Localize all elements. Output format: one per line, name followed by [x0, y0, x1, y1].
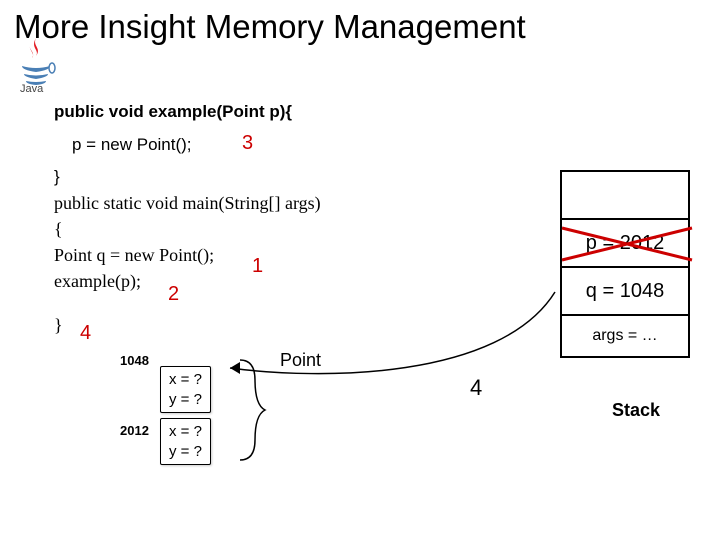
obj-1048-fields: x = ?y = ?	[169, 371, 202, 408]
addr-1048: 1048	[120, 353, 149, 368]
code-line-5: {	[54, 216, 321, 242]
addr-2012: 2012	[120, 423, 149, 438]
annotation-4b: 4	[470, 375, 482, 401]
object-box-2012: x = ?y = ?	[160, 418, 211, 465]
code-line-3: }	[54, 165, 321, 190]
stack-cell-p: p = 2012	[562, 220, 688, 268]
code-line-7: example(p);	[54, 268, 321, 294]
stack-label: Stack	[612, 400, 660, 421]
brace-icon	[230, 350, 270, 470]
page-title: More Insight Memory Management	[14, 8, 526, 46]
obj-2012-fields: x = ?y = ?	[169, 423, 202, 460]
stack-diagram: p = 2012 q = 1048 args = …	[560, 170, 690, 358]
code-line-6: Point q = new Point();	[54, 242, 321, 268]
code-line-4: public static void main(String[] args)	[54, 190, 321, 216]
java-text: Java	[20, 83, 44, 94]
object-box-1048: x = ?y = ?	[160, 366, 211, 413]
stack-cell-args: args = …	[562, 316, 688, 356]
stack-cell-q: q = 1048	[562, 268, 688, 316]
code-line-2: p = new Point();	[54, 133, 321, 158]
annotation-2: 2	[168, 283, 179, 306]
stack-cell-empty	[562, 172, 688, 220]
annotation-1: 1	[252, 255, 263, 278]
code-line-1: public void example(Point p){	[54, 100, 321, 125]
java-logo-icon: Java	[14, 36, 58, 94]
annotation-3: 3	[242, 132, 253, 155]
annotation-4a: 4	[80, 322, 91, 345]
code-block: public void example(Point p){ p = new Po…	[54, 100, 321, 338]
code-line-8: }	[54, 312, 321, 338]
point-class-label: Point	[280, 350, 321, 371]
